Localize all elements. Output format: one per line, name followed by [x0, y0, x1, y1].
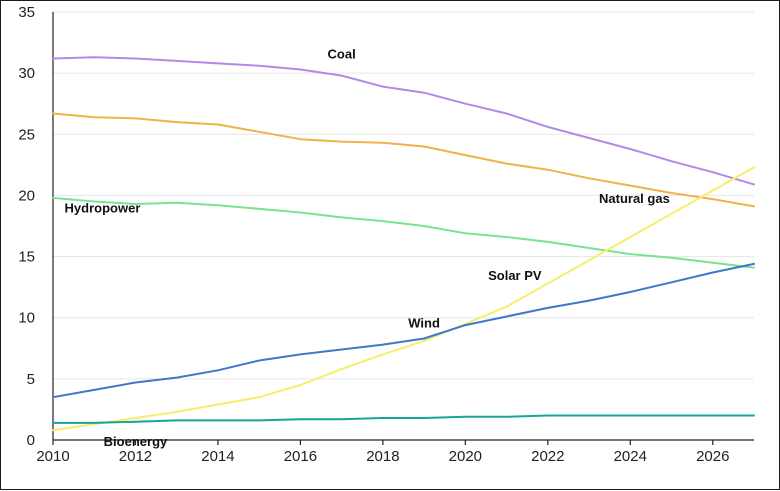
series-label-bioenergy: Bioenergy [104, 434, 168, 449]
series-label-wind: Wind [408, 315, 440, 330]
series-line-coal [52, 56, 755, 186]
y-tick-label: 10 [18, 310, 35, 327]
y-tick-label: 0 [27, 432, 35, 449]
series-label-solar-pv: Solar PV [488, 268, 542, 283]
series-label-coal: Coal [328, 46, 356, 61]
y-tick-label: 20 [18, 187, 35, 204]
x-tick-label: 2020 [449, 448, 482, 465]
gridlines [53, 11, 754, 380]
series-line-wind [52, 262, 755, 399]
x-tick-label: 2026 [696, 448, 729, 465]
series-lines [52, 56, 755, 432]
series-line-bioenergy [52, 414, 755, 424]
y-tick-label: 15 [18, 249, 35, 266]
x-tick-label: 2010 [36, 448, 69, 465]
series-line-solar-pv [52, 166, 755, 432]
y-tick-label: 25 [18, 126, 35, 143]
x-tick-label: 2012 [119, 448, 152, 465]
series-label-natural-gas: Natural gas [599, 191, 670, 206]
series-labels: Coal Natural gas Hydropower Solar PV Wind Bio… [65, 46, 670, 449]
x-tick-labels: 2010 2012 2014 2016 2018 2020 2022 2024 2026 [36, 448, 729, 465]
series-line-hydropower [52, 196, 755, 269]
x-tick-label: 2014 [201, 448, 234, 465]
x-tick-label: 2016 [284, 448, 317, 465]
x-tick-label: 2022 [531, 448, 564, 465]
axes [52, 12, 754, 445]
y-tick-labels: 0 5 10 15 20 25 30 35 [18, 4, 35, 449]
y-tick-label: 5 [27, 371, 35, 388]
x-tick-label: 2024 [614, 448, 647, 465]
series-line-natural-gas [52, 112, 755, 208]
y-tick-label: 35 [18, 4, 35, 21]
x-tick-label: 2018 [366, 448, 399, 465]
series-label-hydropower: Hydropower [65, 201, 141, 216]
y-tick-label: 30 [18, 65, 35, 82]
